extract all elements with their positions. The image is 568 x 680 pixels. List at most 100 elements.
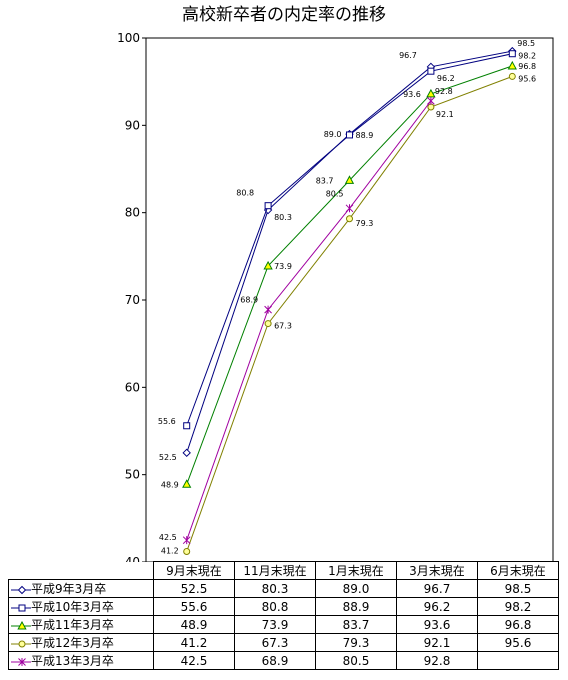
- y-tick-label: 90: [125, 118, 140, 132]
- data-point: [18, 640, 26, 647]
- data-point: [427, 103, 435, 111]
- data-point: [264, 202, 272, 210]
- y-tick-label: 80: [125, 206, 140, 220]
- y-tick-label: 40: [125, 555, 140, 562]
- y-tick-label: 60: [125, 380, 140, 394]
- data-label: 95.6: [518, 74, 536, 83]
- table-cell: 96.7: [396, 579, 478, 598]
- data-point: [346, 215, 353, 223]
- table-cell: 98.5: [477, 579, 559, 598]
- data-label: 67.3: [274, 322, 292, 331]
- data-point: [427, 96, 435, 105]
- legend-key: [11, 620, 31, 629]
- data-point: [183, 422, 191, 430]
- y-tick-label: 100: [117, 31, 140, 45]
- data-point: [264, 305, 272, 314]
- data-label: 96.2: [437, 74, 455, 83]
- data-label: 48.9: [161, 480, 179, 489]
- data-label: 42.5: [159, 533, 177, 542]
- data-label: 41.2: [161, 547, 179, 556]
- data-label: 68.9: [240, 296, 258, 305]
- data-label: 88.9: [356, 131, 374, 140]
- table-cell: 95.6: [477, 633, 559, 652]
- category-label: 9月末現在: [153, 561, 235, 580]
- legend-entry: 平成12年3月卒: [8, 633, 154, 652]
- table-cell: 92.1: [396, 633, 478, 652]
- category-label: 11月末現在: [234, 561, 316, 580]
- series-layer: 52.5 80.3 89.0 96.7 98.5 55.6 80.8 88.9 96.2 98.2…: [158, 39, 536, 555]
- chart-title: 高校新卒者の内定率の推移: [182, 5, 386, 25]
- series-name: 平成12年3月卒: [31, 636, 114, 650]
- table-cell: 93.6: [396, 615, 478, 634]
- legend-entry: 平成10年3月卒: [8, 597, 154, 616]
- table-row: 平成11年3月卒 48.9 73.9 83.7 93.6 96.8: [8, 615, 559, 634]
- table-cell: 80.8: [234, 597, 316, 616]
- legend-key: [11, 604, 31, 611]
- table-row: 平成10年3月卒 55.6 80.8 88.9 96.2 98.2: [8, 597, 559, 616]
- legend-entry: 平成13年3月卒: [8, 651, 154, 670]
- table-cell: 67.3: [234, 633, 316, 652]
- table-cell: 96.2: [396, 597, 478, 616]
- series-3: 48.9 73.9 83.7 93.6 96.8: [161, 60, 536, 489]
- series-name: 平成10年3月卒: [31, 600, 114, 614]
- series-name: 平成13年3月卒: [31, 654, 114, 668]
- table-cell: 42.5: [153, 651, 235, 670]
- table-cell: 55.6: [153, 597, 235, 616]
- data-label: 92.8: [435, 87, 453, 96]
- data-label: 55.6: [158, 417, 176, 426]
- table-cell: 89.0: [315, 579, 397, 598]
- data-label: 80.8: [236, 189, 254, 198]
- category-label: 3月末現在: [396, 561, 478, 580]
- table-header-row: 9月末現在 11月末現在 1月末現在 3月末現在 6月末現在: [8, 561, 559, 580]
- table-cell: 48.9: [153, 615, 235, 634]
- y-tick-label: 50: [125, 468, 140, 482]
- data-label: 89.0: [324, 130, 342, 139]
- data-label: 80.3: [274, 213, 292, 222]
- data-label: 93.6: [403, 90, 421, 99]
- data-point: [182, 448, 191, 458]
- table-row: 平成9年3月卒 52.5 80.3 89.0 96.7 98.5: [8, 579, 559, 598]
- series-4: 41.2 67.3 79.3 92.1 95.6: [161, 72, 536, 556]
- data-point: [507, 60, 517, 70]
- legend-key: [11, 657, 31, 666]
- line-chart: 高校新卒者の内定率の推移 40 50 60 70 80 90 100 52.5 80.3 89.…: [117, 5, 554, 562]
- table-cell: 92.8: [396, 651, 478, 670]
- series-name: 平成11年3月卒: [31, 618, 114, 632]
- data-label: 96.7: [399, 51, 417, 60]
- data-point: [17, 585, 27, 594]
- data-point: [182, 536, 191, 545]
- data-point: [508, 50, 516, 58]
- data-label: 98.2: [518, 52, 536, 61]
- data-label: 79.3: [356, 219, 374, 228]
- data-table: 9月末現在 11月末現在 1月末現在 3月末現在 6月末現在 平成9年3月卒 52…: [8, 561, 559, 670]
- data-point: [427, 67, 435, 75]
- legend-key: [11, 585, 31, 594]
- data-label: 80.5: [326, 189, 344, 198]
- data-point: [508, 72, 516, 80]
- legend-key: [11, 640, 31, 647]
- table-cell: 73.9: [234, 615, 316, 634]
- y-tick-label: 70: [125, 293, 140, 307]
- data-label: 73.9: [274, 262, 292, 271]
- table-cell: 80.3: [234, 579, 316, 598]
- data-point: [344, 175, 355, 184]
- series-line: [186, 100, 432, 541]
- data-label: 92.1: [436, 110, 454, 119]
- table-corner: [8, 561, 154, 580]
- data-point: [17, 620, 27, 629]
- data-point: [345, 204, 354, 213]
- data-point: [182, 479, 192, 488]
- data-point: [18, 604, 26, 611]
- table-cell: 83.7: [315, 615, 397, 634]
- category-label: 1月末現在: [315, 561, 397, 580]
- table-row: 平成13年3月卒 42.5 68.9 80.5 92.8: [8, 651, 559, 670]
- category-label: 6月末現在: [477, 561, 559, 580]
- legend-entry: 平成9年3月卒: [8, 579, 154, 598]
- data-point: [183, 548, 191, 556]
- table-cell: 79.3: [315, 633, 397, 652]
- legend-entry: 平成11年3月卒: [8, 615, 154, 634]
- table-cell: 96.8: [477, 615, 559, 634]
- table-cell: 41.2: [153, 633, 235, 652]
- data-point: [264, 320, 272, 328]
- table-cell: 80.5: [315, 651, 397, 670]
